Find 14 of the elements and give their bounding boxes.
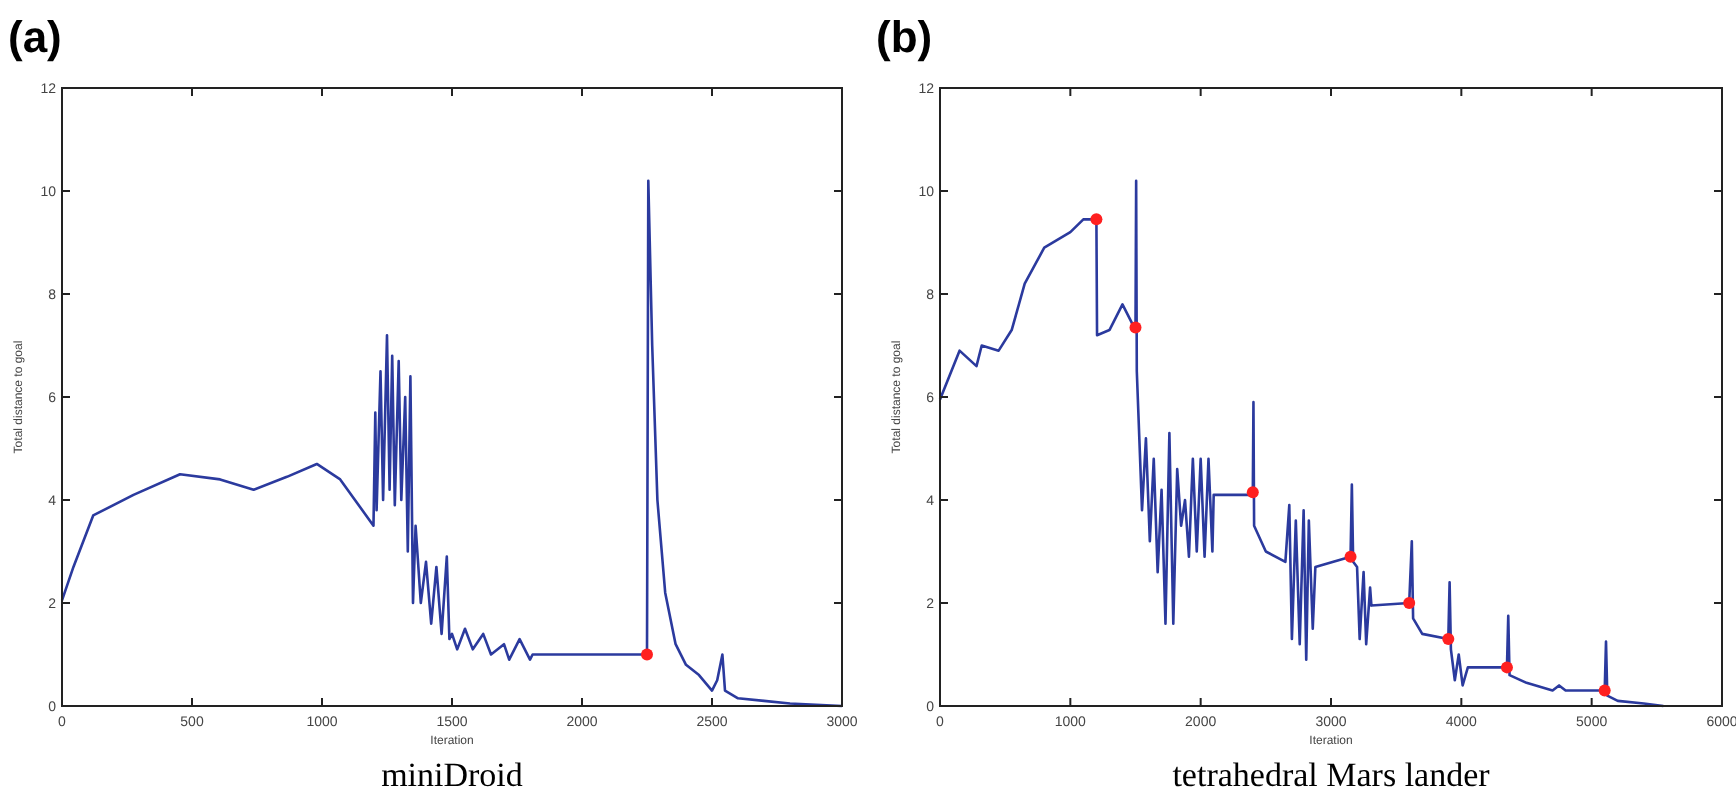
chart-title: (b) [876,12,933,62]
point [1129,321,1142,334]
point [1442,633,1455,646]
point [1500,661,1513,674]
point [1090,213,1103,226]
point [1344,550,1357,563]
point [1598,684,1611,697]
point [1403,597,1416,609]
chart-title: (a) [8,12,62,62]
point [1246,486,1259,499]
line-series [938,179,1665,708]
text: miniDroid [381,756,524,794]
text: tetrahedral Mars lander [1172,756,1491,794]
line-series [60,179,844,708]
